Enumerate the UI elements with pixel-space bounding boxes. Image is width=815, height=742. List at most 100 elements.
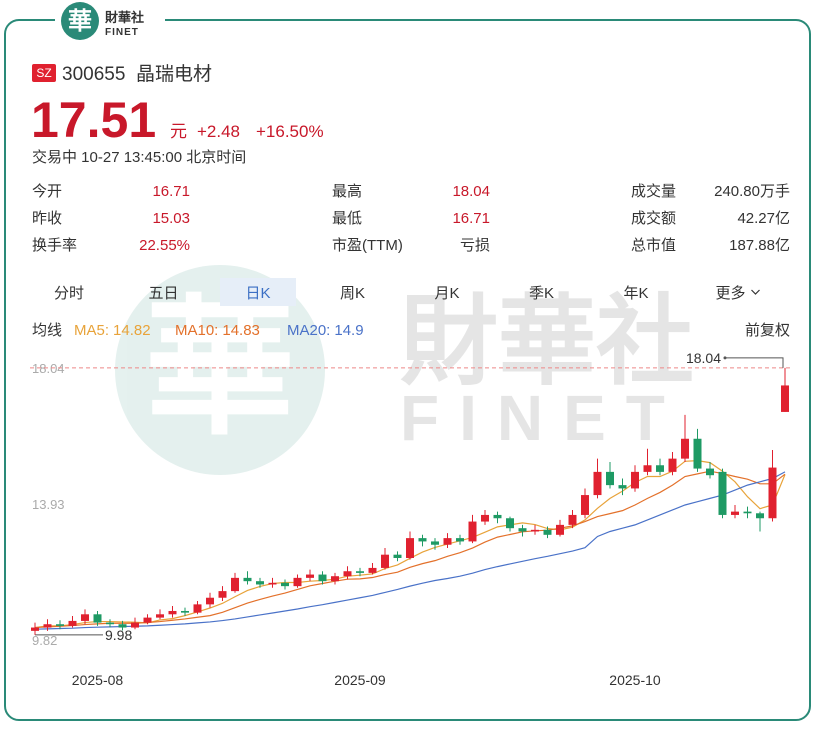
stat-label: 今开	[32, 183, 62, 200]
stock-code: 300655	[62, 64, 125, 85]
legend-name: MA10:	[175, 322, 218, 339]
stat-value: 187.88亿	[729, 237, 790, 254]
candle-body	[118, 624, 127, 628]
ma-line	[34, 471, 786, 630]
legend-value: 14.9	[334, 322, 363, 339]
stat-value: 18.04	[452, 183, 490, 200]
candle-body	[381, 554, 389, 568]
candle-body	[643, 465, 652, 472]
x-tick-label: 2025-09	[334, 672, 386, 688]
tab-active-bg	[220, 278, 296, 306]
logo-name: 財華社	[104, 10, 144, 25]
legend-value: 14.82	[113, 322, 151, 339]
stock-name: 晶瑞电材	[136, 63, 212, 85]
stat-label: 昨收	[32, 210, 62, 227]
candle-body	[156, 614, 164, 618]
candle-body	[543, 529, 552, 535]
candle-body	[143, 617, 152, 623]
candle-body	[718, 471, 727, 515]
y-tick-label: 13.93	[32, 497, 65, 512]
price-unit: 元	[170, 122, 187, 141]
candle-body	[218, 591, 227, 598]
candle-body	[181, 610, 189, 613]
status: 交易中 10-27 13:45:00 北京时间	[32, 148, 246, 166]
stat-label: 最低	[332, 210, 362, 227]
max-pointer	[725, 357, 784, 368]
candle-body	[581, 495, 589, 515]
card-border	[4, 19, 811, 721]
candle-body	[593, 471, 602, 496]
tab[interactable]: 更多	[715, 285, 745, 302]
candle-body	[456, 538, 464, 542]
candle-body	[706, 468, 714, 476]
candle-body	[406, 538, 414, 558]
candle-body	[268, 582, 277, 585]
tab[interactable]: 分时	[54, 285, 84, 302]
logo-mark: 華	[68, 8, 92, 35]
x-tick-label: 2025-10	[609, 672, 661, 688]
tab[interactable]: 年K	[623, 285, 648, 302]
candle-body	[631, 471, 639, 489]
stat-label: 换手率	[32, 237, 77, 254]
tab[interactable]: 月K	[434, 285, 459, 302]
legend-value: 14.83	[222, 322, 260, 339]
candle-body	[768, 467, 777, 519]
candle-body	[243, 577, 252, 582]
watermark: 華 財華社 FINET	[115, 265, 694, 475]
candle-body	[106, 622, 114, 625]
candle-body	[293, 577, 302, 587]
watermark-circle	[115, 265, 325, 475]
candle-body	[481, 514, 489, 522]
x-tick-label: 2025-08	[72, 672, 124, 688]
max-label: 18.04	[686, 350, 721, 366]
candle-body	[743, 511, 752, 514]
candle-body	[56, 624, 64, 626]
stat-label: 成交量	[631, 182, 676, 200]
ma-line	[34, 470, 786, 629]
candle-body	[656, 465, 664, 472]
candle-body	[281, 582, 289, 587]
candle-body	[131, 622, 139, 628]
stat-value: 16.71	[452, 210, 490, 227]
market: SZ	[36, 66, 51, 80]
candle-body	[393, 554, 402, 558]
tab[interactable]: 季K	[529, 285, 554, 302]
candle-body	[418, 538, 427, 542]
candle-body	[168, 610, 177, 615]
price: 17.51	[31, 92, 156, 148]
candle-body	[468, 521, 477, 542]
candle-body	[93, 614, 102, 623]
candle-body	[356, 571, 364, 573]
candle-body	[756, 513, 764, 519]
legend-entry: MA5: 14.82	[74, 322, 151, 339]
candle-body	[193, 604, 202, 613]
adjust-label[interactable]: 前复权	[745, 321, 790, 339]
candle-body	[693, 438, 702, 469]
stat-value: 15.03	[152, 210, 190, 227]
candle-body	[681, 438, 689, 459]
candle-body	[206, 597, 214, 605]
stat-label: 市盈(TTM)	[332, 237, 403, 254]
candle-body	[331, 576, 339, 582]
candle-body	[781, 385, 789, 412]
candle-body	[43, 624, 52, 628]
tab[interactable]: 五日	[148, 285, 178, 302]
stat-label: 最高	[332, 183, 362, 200]
candle-body	[606, 471, 614, 486]
tab[interactable]: 日K	[245, 285, 270, 302]
tab[interactable]: 周K	[340, 285, 365, 302]
change: +2.48	[197, 122, 240, 141]
candle-body	[531, 529, 539, 532]
candle-body	[493, 514, 502, 519]
candle-body	[343, 571, 352, 577]
candle-body	[668, 458, 677, 472]
tabs: 分时 五日 日K 周K 月K 季K 年K 更多	[54, 278, 760, 306]
legend-entry: MA20: 14.9	[287, 322, 364, 339]
candle-body	[443, 538, 452, 545]
watermark-name: 財華社	[400, 286, 694, 396]
stat-value: 42.27亿	[737, 210, 790, 227]
candle-body	[306, 574, 314, 578]
candle-body	[431, 541, 439, 545]
